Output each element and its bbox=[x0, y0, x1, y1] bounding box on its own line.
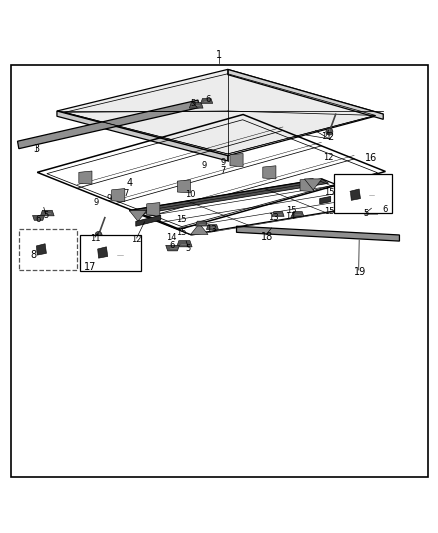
Polygon shape bbox=[34, 247, 48, 253]
Text: 5: 5 bbox=[186, 245, 191, 254]
Text: 9: 9 bbox=[106, 194, 112, 203]
Text: 5: 5 bbox=[190, 99, 195, 108]
Polygon shape bbox=[237, 226, 399, 241]
Polygon shape bbox=[377, 205, 389, 209]
Polygon shape bbox=[129, 179, 328, 215]
Polygon shape bbox=[201, 99, 213, 103]
Text: 9: 9 bbox=[94, 198, 99, 207]
Text: 15: 15 bbox=[324, 207, 335, 216]
Text: 14: 14 bbox=[285, 212, 296, 221]
Polygon shape bbox=[177, 240, 192, 247]
Polygon shape bbox=[189, 102, 203, 108]
Text: 19: 19 bbox=[354, 267, 366, 277]
Polygon shape bbox=[113, 252, 127, 257]
Text: 6: 6 bbox=[169, 241, 174, 250]
Polygon shape bbox=[365, 193, 378, 198]
Text: 4: 4 bbox=[126, 178, 132, 188]
Polygon shape bbox=[195, 221, 208, 226]
Text: 15: 15 bbox=[176, 228, 186, 237]
Polygon shape bbox=[272, 212, 284, 216]
Text: 7: 7 bbox=[123, 189, 128, 198]
Polygon shape bbox=[191, 223, 208, 235]
Bar bbox=[80, 235, 141, 271]
Polygon shape bbox=[40, 210, 54, 216]
Text: 11: 11 bbox=[321, 132, 332, 141]
Polygon shape bbox=[136, 215, 161, 226]
Polygon shape bbox=[129, 211, 147, 221]
Text: 8: 8 bbox=[31, 249, 37, 260]
Polygon shape bbox=[57, 69, 383, 156]
Text: 6: 6 bbox=[35, 215, 40, 224]
Polygon shape bbox=[206, 224, 219, 230]
Polygon shape bbox=[346, 189, 359, 194]
Polygon shape bbox=[95, 248, 109, 254]
Polygon shape bbox=[366, 192, 383, 203]
Text: 13: 13 bbox=[268, 213, 279, 222]
Text: 1: 1 bbox=[216, 50, 222, 60]
Text: 2: 2 bbox=[328, 132, 334, 142]
Polygon shape bbox=[228, 69, 383, 119]
Text: 11: 11 bbox=[90, 235, 100, 244]
Polygon shape bbox=[57, 111, 228, 161]
Text: 10: 10 bbox=[185, 190, 196, 199]
Text: 6: 6 bbox=[383, 205, 388, 214]
Polygon shape bbox=[304, 179, 322, 190]
Polygon shape bbox=[230, 154, 243, 167]
Polygon shape bbox=[300, 179, 313, 191]
Text: 16: 16 bbox=[365, 153, 378, 163]
Polygon shape bbox=[364, 208, 378, 214]
Polygon shape bbox=[36, 244, 46, 255]
Circle shape bbox=[95, 231, 102, 238]
Polygon shape bbox=[292, 212, 304, 216]
Polygon shape bbox=[320, 197, 331, 204]
Text: 5: 5 bbox=[364, 209, 369, 219]
Polygon shape bbox=[350, 189, 360, 200]
Polygon shape bbox=[263, 166, 276, 179]
Text: 7: 7 bbox=[221, 166, 226, 175]
Polygon shape bbox=[112, 189, 125, 201]
Bar bbox=[19, 229, 77, 270]
Polygon shape bbox=[177, 180, 191, 193]
Text: 14: 14 bbox=[166, 233, 177, 242]
Text: 13: 13 bbox=[206, 225, 216, 234]
Text: 6: 6 bbox=[206, 95, 211, 104]
Text: 3: 3 bbox=[33, 144, 39, 154]
Bar bbox=[334, 174, 392, 213]
Polygon shape bbox=[32, 215, 45, 220]
Polygon shape bbox=[79, 171, 92, 184]
Text: 18: 18 bbox=[261, 232, 273, 242]
Polygon shape bbox=[98, 247, 108, 258]
Text: 17: 17 bbox=[84, 262, 96, 272]
Text: 9: 9 bbox=[221, 158, 226, 167]
Polygon shape bbox=[147, 203, 160, 216]
Text: 15: 15 bbox=[324, 189, 335, 197]
Text: 15: 15 bbox=[177, 215, 187, 224]
Polygon shape bbox=[18, 100, 199, 149]
Text: 5: 5 bbox=[43, 211, 48, 220]
Text: 12: 12 bbox=[323, 154, 334, 163]
Text: 15: 15 bbox=[286, 206, 297, 215]
Text: 9: 9 bbox=[201, 161, 206, 170]
Circle shape bbox=[326, 128, 333, 135]
Polygon shape bbox=[166, 245, 180, 251]
Text: 12: 12 bbox=[131, 235, 142, 244]
